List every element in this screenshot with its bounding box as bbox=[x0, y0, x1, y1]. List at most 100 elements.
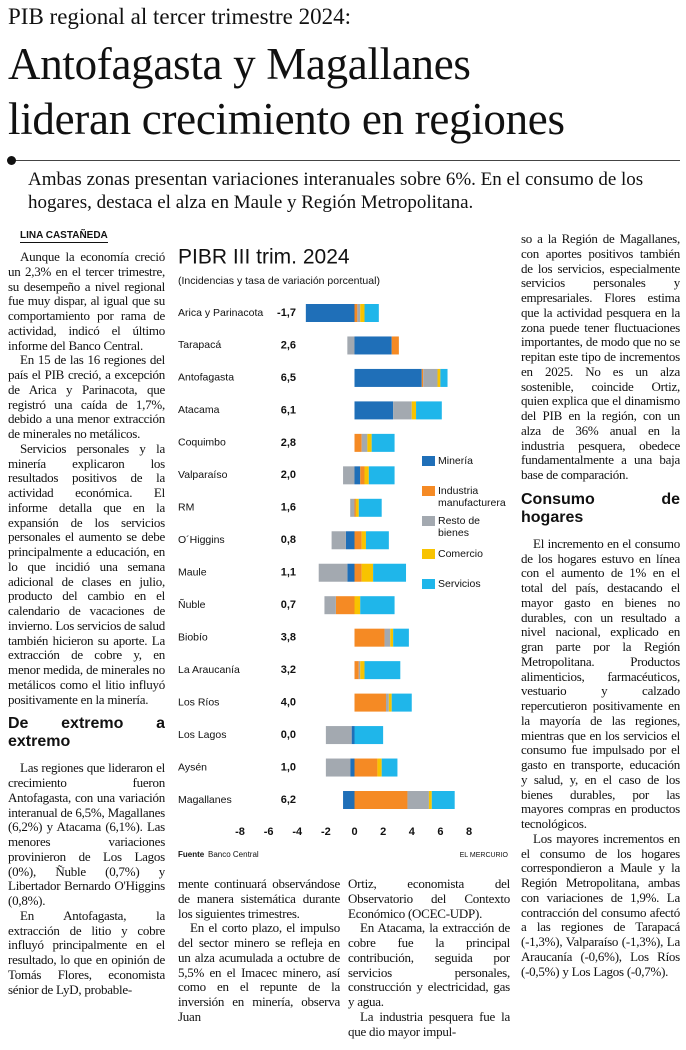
paragraph: Ortiz, economista del Observatorio del C… bbox=[348, 877, 510, 921]
paragraph: En Antofagasta, la extracción de litio y… bbox=[8, 907, 165, 997]
legend-swatch bbox=[422, 456, 435, 466]
total-label: 0,0 bbox=[281, 729, 296, 741]
legend-label: Industria manufacturera bbox=[438, 485, 506, 509]
legend-swatch bbox=[422, 579, 435, 589]
bar-segment bbox=[354, 563, 362, 582]
total-label: 2,6 bbox=[281, 339, 296, 351]
total-label: 0,7 bbox=[281, 599, 296, 611]
bar-segment bbox=[354, 758, 378, 777]
bar-segment bbox=[361, 433, 368, 452]
bar-segment bbox=[343, 466, 355, 485]
bar-segment bbox=[354, 791, 408, 809]
category-label: Biobío bbox=[178, 631, 208, 643]
kicker: PIB regional al tercer trimestre 2024: bbox=[8, 4, 351, 29]
x-tick-label: 2 bbox=[380, 826, 386, 838]
category-label: Coquimbo bbox=[178, 437, 226, 449]
bar-segment bbox=[305, 304, 355, 322]
bar-segment bbox=[364, 661, 401, 680]
bar-segment bbox=[393, 401, 412, 420]
bar-segment bbox=[350, 498, 355, 517]
chart-subtitle: (Incidencias y tasa de variación porcent… bbox=[178, 275, 380, 287]
paragraph: Las regiones que lideraron el crecimient… bbox=[8, 760, 165, 908]
bar-segment bbox=[343, 791, 355, 809]
paragraph: En el corto plazo, el impulso del sector… bbox=[178, 920, 340, 1024]
bar-segment bbox=[371, 433, 395, 452]
bar-segment bbox=[325, 726, 352, 745]
bar-segment bbox=[391, 336, 399, 355]
credit: EL MERCURIO bbox=[460, 852, 509, 859]
total-label: 1,0 bbox=[281, 761, 296, 773]
paragraph: El incremento en el consumo de los hogar… bbox=[521, 535, 680, 831]
category-label: Valparaíso bbox=[178, 469, 228, 481]
bar-segment bbox=[384, 628, 391, 647]
paragraph: En Atacama, la extracción de cobre fue l… bbox=[348, 920, 510, 1009]
bar-segment bbox=[393, 628, 409, 647]
bar-segment bbox=[428, 791, 432, 809]
total-label: 3,2 bbox=[281, 664, 296, 676]
bar-segment bbox=[354, 368, 422, 387]
deck: Ambas zonas presentan variaciones intera… bbox=[28, 169, 644, 213]
bar-segment bbox=[324, 596, 336, 615]
legend-label: Servicios bbox=[438, 578, 481, 590]
bar-segment bbox=[416, 401, 442, 420]
bar-segment bbox=[373, 563, 407, 582]
category-label: Los Lagos bbox=[178, 729, 226, 741]
paragraph: Aunque la economía creció un 2,3% en el … bbox=[8, 250, 165, 353]
bar-segment bbox=[381, 758, 398, 777]
bar-segment bbox=[364, 466, 369, 485]
x-tick-label: -8 bbox=[235, 826, 245, 838]
headline: Antofagasta y Magallanes bbox=[8, 39, 471, 89]
headline: lideran crecimiento en regiones bbox=[8, 94, 565, 144]
subheading: De extremo a extremo bbox=[8, 715, 165, 751]
legend-swatch bbox=[422, 516, 435, 526]
bar-segment bbox=[354, 433, 362, 452]
paragraph: Los mayores incrementos en el consumo de… bbox=[521, 830, 680, 979]
legend-label: Comercio bbox=[438, 548, 483, 560]
paragraph: mente continuará observándose de manera … bbox=[178, 877, 340, 921]
paragraph: En 15 de las 16 regiones del país el PIB… bbox=[8, 352, 165, 441]
x-tick-label: 8 bbox=[466, 826, 472, 838]
x-tick-label: 6 bbox=[437, 826, 443, 838]
total-label: 3,8 bbox=[281, 632, 296, 644]
bar-segment bbox=[360, 596, 395, 615]
total-label: 2,8 bbox=[281, 437, 296, 449]
bar-segment bbox=[347, 336, 355, 355]
bar-segment bbox=[360, 661, 365, 680]
bar-segment bbox=[354, 596, 361, 615]
x-tick-label: -4 bbox=[292, 826, 303, 838]
bar-segment bbox=[407, 791, 429, 809]
bar-segment bbox=[355, 498, 359, 517]
bar-segment bbox=[354, 661, 359, 680]
x-tick-label: 0 bbox=[351, 826, 357, 838]
total-label: 6,2 bbox=[281, 794, 296, 806]
bar-segment bbox=[347, 563, 355, 582]
paragraph: Servicios personales y la minería explic… bbox=[8, 440, 165, 707]
bar-segment bbox=[354, 466, 361, 485]
legend-label: Minería bbox=[438, 455, 474, 467]
bar-segment bbox=[345, 531, 355, 550]
chart: PIBR III trim. 2024 (Incidencias y tasa … bbox=[170, 232, 515, 864]
bar-segment bbox=[367, 433, 372, 452]
category-label: Tarapacá bbox=[178, 339, 221, 351]
bar-segment bbox=[361, 563, 374, 582]
bar-segment bbox=[358, 498, 382, 517]
bar-segment bbox=[354, 336, 392, 355]
legend-item: Industria manufacturera bbox=[422, 485, 512, 509]
bar-segment bbox=[437, 368, 441, 387]
bar-segment bbox=[354, 531, 362, 550]
bar-segment bbox=[354, 401, 394, 420]
category-label: La Araucanía bbox=[178, 664, 240, 676]
bar-segment bbox=[365, 531, 389, 550]
bar-segment bbox=[440, 368, 448, 387]
bar-segment bbox=[364, 304, 379, 322]
category-label: Antofagasta bbox=[178, 372, 234, 384]
legend-item: Resto de bienes bbox=[422, 515, 512, 539]
bar-segment bbox=[377, 758, 382, 777]
x-tick-label: 4 bbox=[409, 826, 416, 838]
byline: LINA CASTAÑEDA bbox=[20, 230, 108, 243]
subheading: Consumo de hogares bbox=[521, 490, 680, 526]
total-label: 6,5 bbox=[281, 372, 296, 384]
chart-title: PIBR III trim. 2024 bbox=[178, 246, 350, 269]
text-column: mente continuará observándose de manera … bbox=[178, 877, 340, 1050]
category-label: Arica y Parinacota bbox=[178, 307, 263, 319]
